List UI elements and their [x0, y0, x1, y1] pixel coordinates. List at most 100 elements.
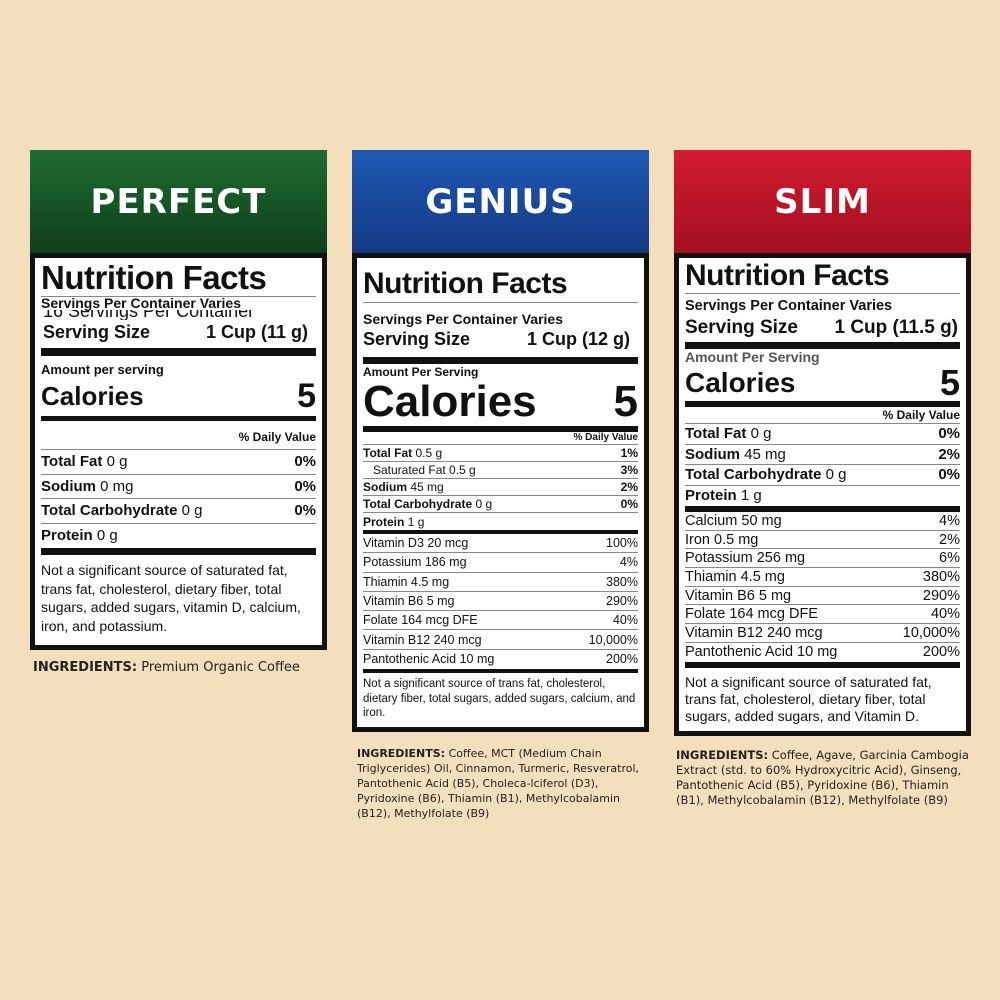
nutrient-name-amount: Saturated Fat 0.5 g: [363, 463, 476, 477]
brand-header: SLIM: [674, 150, 971, 253]
medium-divider: [41, 416, 316, 421]
nutrient-row: Protein 1 g: [685, 486, 960, 507]
daily-value-header: % Daily Value: [685, 407, 960, 424]
nutrient-row: Sodium 0 mg 0%: [41, 475, 316, 499]
vitamin-name: Pantothenic Acid 10 mg: [363, 652, 495, 667]
nutrient-name: Total Fat: [41, 453, 103, 471]
vitamin-daily-value: 10,000%: [588, 632, 638, 647]
ingredients-text: Coffee, Agave, Garcinia Cambogia Extract…: [676, 747, 969, 807]
calories-label: Calories: [685, 367, 796, 398]
nutrient-row: Total Carbohydrate 0 g 0%: [41, 499, 316, 524]
vitamin-row: Pantothenic Acid 10 mg 200%: [685, 643, 960, 662]
nutrient-name-amount: Total Fat 0 g: [41, 453, 127, 470]
calories-value: 5: [613, 377, 638, 426]
nutrition-facts-label: Nutrition Facts Servings Per Container Va…: [352, 253, 649, 732]
serving-size-value: 1 Cup (12 g): [526, 329, 630, 349]
nutrient-amount: 1 g: [740, 487, 762, 505]
ingredients-label: INGREDIENTS:: [676, 747, 769, 762]
thick-divider: [363, 669, 638, 674]
vitamin-daily-value: 200%: [606, 652, 638, 667]
nutrient-amount: 0 g: [825, 466, 847, 484]
thick-divider: [685, 506, 960, 512]
amount-per-serving: Amount Per Serving: [685, 349, 820, 365]
footnote: Not a significant source of trans fat, c…: [363, 678, 636, 720]
nutrition-title: Nutrition Facts: [41, 258, 316, 297]
nutrient-name: Total Carbohydrate: [685, 466, 822, 484]
ingredients-label: INGREDIENTS:: [357, 746, 446, 760]
serving-size-label: Serving Size: [685, 317, 798, 338]
nutrient-rows: Total Fat 0.5 g 1% Saturated Fat 0.5 g 3% So…: [363, 445, 638, 530]
vitamin-name: Calcium 50 mg: [685, 512, 782, 529]
vitamin-name: Folate 164 mcg DFE: [685, 606, 818, 623]
servings-per-container: Servings Per Container Varies: [685, 298, 893, 314]
servings-per-container: Servings Per Container Varies: [363, 311, 563, 327]
medium-divider: [363, 426, 638, 432]
servings-per-container: Servings Per Container Varies: [41, 295, 241, 311]
vitamin-row: Vitamin B12 240 mcg 10,000%: [363, 630, 638, 650]
nutrient-amount: 0 g: [475, 497, 493, 511]
serving-size: Serving Size 1 Cup (11 g): [41, 320, 316, 344]
product-panel-genius: GENIUS Nutrition Facts Servings Per Contai…: [352, 150, 649, 821]
calories: Calories 5: [685, 362, 960, 403]
ingredients-label: INGREDIENTS:: [33, 660, 138, 675]
servings-count-obscured: 16 Servings Per Container: [41, 310, 316, 320]
vitamin-daily-value: 2%: [939, 531, 960, 548]
vitamin-row: Vitamin B6 5 mg 290%: [685, 587, 960, 606]
nutrient-name: Protein: [685, 487, 737, 505]
vitamin-daily-value: 6%: [939, 550, 960, 567]
nutrient-name-amount: Sodium 45 mg: [363, 480, 444, 494]
ingredients: INGREDIENTS: Premium Organic Coffee: [30, 660, 327, 675]
vitamin-name: Vitamin B6 5 mg: [685, 587, 792, 604]
nutrient-name: Protein: [41, 527, 93, 545]
vitamin-name: Vitamin B12 240 mcg: [685, 624, 823, 641]
nutrient-name-amount: Total Carbohydrate 0 g: [41, 502, 202, 519]
vitamin-name: Vitamin B6 5 mg: [363, 594, 455, 609]
nutrient-daily-value: 2%: [938, 445, 960, 463]
nutrient-amount: 0 mg: [100, 477, 134, 495]
vitamin-name: Folate 164 mcg DFE: [363, 613, 478, 628]
vitamin-row: Calcium 50 mg 4%: [685, 512, 960, 531]
brand-header: GENIUS: [352, 150, 649, 253]
nutrient-row: Sodium 45 mg 2%: [363, 479, 638, 496]
nutrient-amount: 45 mg: [410, 480, 444, 494]
vitamin-row: Vitamin D3 20 mcg 100%: [363, 534, 638, 554]
nutrient-daily-value: 0%: [938, 466, 960, 484]
vitamin-name: Pantothenic Acid 10 mg: [685, 644, 838, 661]
nutrient-amount: 0 g: [750, 425, 772, 443]
vitamin-daily-value: 380%: [606, 574, 638, 589]
nutrient-daily-value: 2%: [620, 480, 638, 494]
brand-header: PERFECT: [30, 150, 327, 253]
nutrient-row: Total Fat 0.5 g 1%: [363, 445, 638, 462]
nutrient-amount: 0 g: [96, 527, 118, 545]
vitamin-row: Iron 0.5 mg 2%: [685, 531, 960, 550]
nutrient-name: Total Fat: [685, 425, 747, 443]
nutrient-amount: 0 g: [106, 453, 128, 471]
vitamin-daily-value: 100%: [606, 536, 638, 551]
nutrient-daily-value: 0%: [294, 453, 316, 471]
vitamin-name: Potassium 186 mg: [363, 555, 467, 570]
nutrient-name-amount: Total Fat 0.5 g: [363, 446, 442, 460]
serving-size-label: Serving Size: [363, 329, 471, 349]
serving-size: Serving Size 1 Cup (11.5 g): [685, 316, 960, 340]
nutrient-row: Total Fat 0 g 0%: [41, 450, 316, 475]
vitamin-daily-value: 290%: [606, 594, 638, 609]
thick-divider: [685, 342, 960, 349]
calories-value: 5: [939, 362, 960, 403]
nutrient-name-amount: Protein 1 g: [363, 515, 424, 529]
product-panel-slim: SLIM Nutrition Facts Servings Per Containe…: [674, 150, 971, 808]
nutrient-name: Sodium: [41, 477, 96, 495]
nutrient-name: Sodium: [685, 445, 740, 463]
nutrient-row: Total Carbohydrate 0 g 0%: [363, 496, 638, 513]
vitamin-daily-value: 380%: [922, 568, 960, 585]
calories-label: Calories: [41, 381, 144, 411]
amount-per-serving: Amount Per Serving: [363, 365, 479, 379]
nutrient-daily-value: 0%: [294, 477, 316, 495]
vitamin-name: Potassium 256 mg: [685, 550, 806, 567]
nutrient-daily-value: 0%: [620, 497, 638, 511]
nutrient-daily-value: 1%: [620, 446, 638, 460]
serving-size-value: 1 Cup (11.5 g): [834, 317, 958, 338]
footnote: Not a significant source of saturated fa…: [685, 673, 932, 724]
daily-value-header: % Daily Value: [363, 432, 638, 445]
vitamin-daily-value: 40%: [612, 613, 638, 628]
vitamin-row: Vitamin B6 5 mg 290%: [363, 592, 638, 612]
